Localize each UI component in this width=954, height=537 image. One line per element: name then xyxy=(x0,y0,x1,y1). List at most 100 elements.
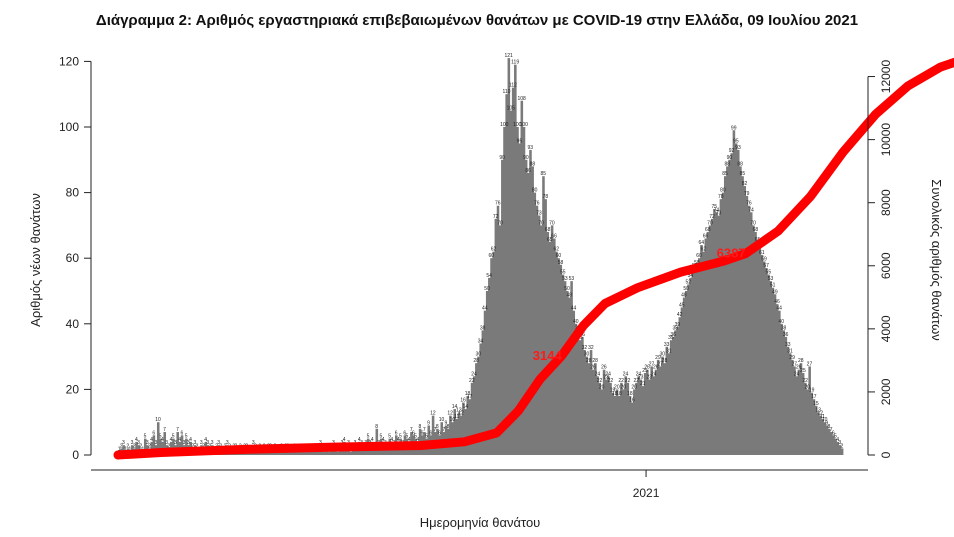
bar xyxy=(143,438,147,455)
bar-value-label: 7 xyxy=(442,427,445,433)
bar xyxy=(613,395,617,455)
bar xyxy=(576,330,580,455)
bar xyxy=(633,389,636,455)
bar xyxy=(678,317,682,455)
bar xyxy=(821,418,824,455)
bar-value-label: 8 xyxy=(828,424,831,430)
bar xyxy=(754,231,757,455)
bar-value-label: 95 xyxy=(733,138,739,144)
bar xyxy=(518,143,521,455)
bar-value-label: 2 xyxy=(126,443,129,449)
bar-value-label: 52 xyxy=(685,279,691,285)
bar-value-label: 7 xyxy=(176,427,179,433)
bar-value-label: 13 xyxy=(456,407,462,413)
bar xyxy=(804,382,807,455)
bar xyxy=(667,353,671,455)
bar-value-label: 46 xyxy=(774,299,780,305)
bar-value-label: 54 xyxy=(688,273,694,279)
bar xyxy=(464,409,467,455)
bar-value-label: 29 xyxy=(655,355,661,361)
bar-value-label: 60 xyxy=(489,253,495,259)
annotation-label: 6387 xyxy=(717,246,746,261)
bar-value-label: 70 xyxy=(707,220,713,226)
bar-value-label: 50 xyxy=(564,286,570,292)
bar-value-label: 4 xyxy=(382,437,385,443)
x-axis-title: Ημερομηνία θανάτου xyxy=(420,515,541,530)
bar-value-label: 5 xyxy=(380,434,383,440)
bar xyxy=(546,231,550,455)
bar-value-label: 4 xyxy=(170,437,173,443)
bar-value-label: 92 xyxy=(729,148,735,154)
bar xyxy=(611,392,614,455)
bar-value-label: 6 xyxy=(421,430,424,436)
bar xyxy=(646,369,649,455)
bar-value-label: 13 xyxy=(815,407,821,413)
bar xyxy=(791,359,794,455)
bar xyxy=(594,363,597,455)
bar-value-label: 6 xyxy=(403,430,406,436)
bar-value-label: 5 xyxy=(399,434,402,440)
bar xyxy=(152,435,156,455)
bar-value-label: 8 xyxy=(375,424,378,430)
cumulative-line xyxy=(113,57,954,460)
bar-value-label: 93 xyxy=(735,145,741,151)
bar-value-label: 9 xyxy=(444,420,447,426)
bar-value-label: 24 xyxy=(605,371,611,377)
bar-value-label: 73 xyxy=(536,211,542,217)
bar-value-label: 4 xyxy=(178,437,181,443)
bar-value-label: 60 xyxy=(556,253,562,259)
bar xyxy=(310,451,314,455)
bar xyxy=(823,422,827,455)
bar-value-label: 25 xyxy=(642,368,648,374)
bar xyxy=(449,415,452,455)
bar xyxy=(691,271,695,455)
bar-value-label: 11 xyxy=(454,414,459,420)
bar xyxy=(386,448,389,455)
bar-value-label: 90 xyxy=(499,155,505,161)
bar xyxy=(490,258,493,455)
bar xyxy=(756,241,759,455)
bar-value-label: 99 xyxy=(731,125,737,131)
bar xyxy=(723,176,727,455)
bar xyxy=(630,402,634,455)
bar xyxy=(808,366,811,455)
bar-value-label: 68 xyxy=(753,227,759,233)
bar-value-label: 65 xyxy=(755,237,761,243)
bar xyxy=(527,172,530,456)
bar xyxy=(639,379,643,455)
bar-value-label: 51 xyxy=(770,283,776,289)
bar xyxy=(163,432,167,455)
bar-value-label: 4 xyxy=(408,437,411,443)
bar-value-label: 21 xyxy=(640,381,646,387)
bar-value-label: 7 xyxy=(410,427,413,433)
bar-value-label: 36 xyxy=(783,332,789,338)
bar-value-label: 3 xyxy=(187,440,190,446)
bar-value-label: 14 xyxy=(452,404,458,410)
bar-value-label: 7 xyxy=(434,427,437,433)
bar xyxy=(591,369,595,455)
bar-value-label: 27 xyxy=(649,361,655,367)
bar-value-label: 15 xyxy=(813,401,819,407)
bar xyxy=(771,287,775,455)
bar xyxy=(840,448,844,455)
bar xyxy=(654,369,658,455)
bar-value-label: 16 xyxy=(629,398,635,404)
bar-value-label: 49 xyxy=(772,289,778,295)
bar xyxy=(583,350,586,455)
bar-value-label: 24 xyxy=(636,371,642,377)
bar-value-label: 80 xyxy=(532,188,538,194)
bar xyxy=(176,432,179,455)
bar xyxy=(617,395,621,455)
bar xyxy=(472,376,476,455)
bar-value-label: 11 xyxy=(820,414,825,420)
bar-value-label: 100 xyxy=(513,122,522,128)
bar-value-label: 4 xyxy=(836,437,839,443)
bar-value-label: 27 xyxy=(792,361,798,367)
bar xyxy=(459,415,463,455)
bar-value-label: 68 xyxy=(545,227,551,233)
left-tick-label: 60 xyxy=(66,251,80,265)
bar xyxy=(589,350,593,455)
bar-value-label: 6 xyxy=(412,430,415,436)
bar-value-label: 24 xyxy=(651,371,657,377)
bar xyxy=(745,195,749,455)
